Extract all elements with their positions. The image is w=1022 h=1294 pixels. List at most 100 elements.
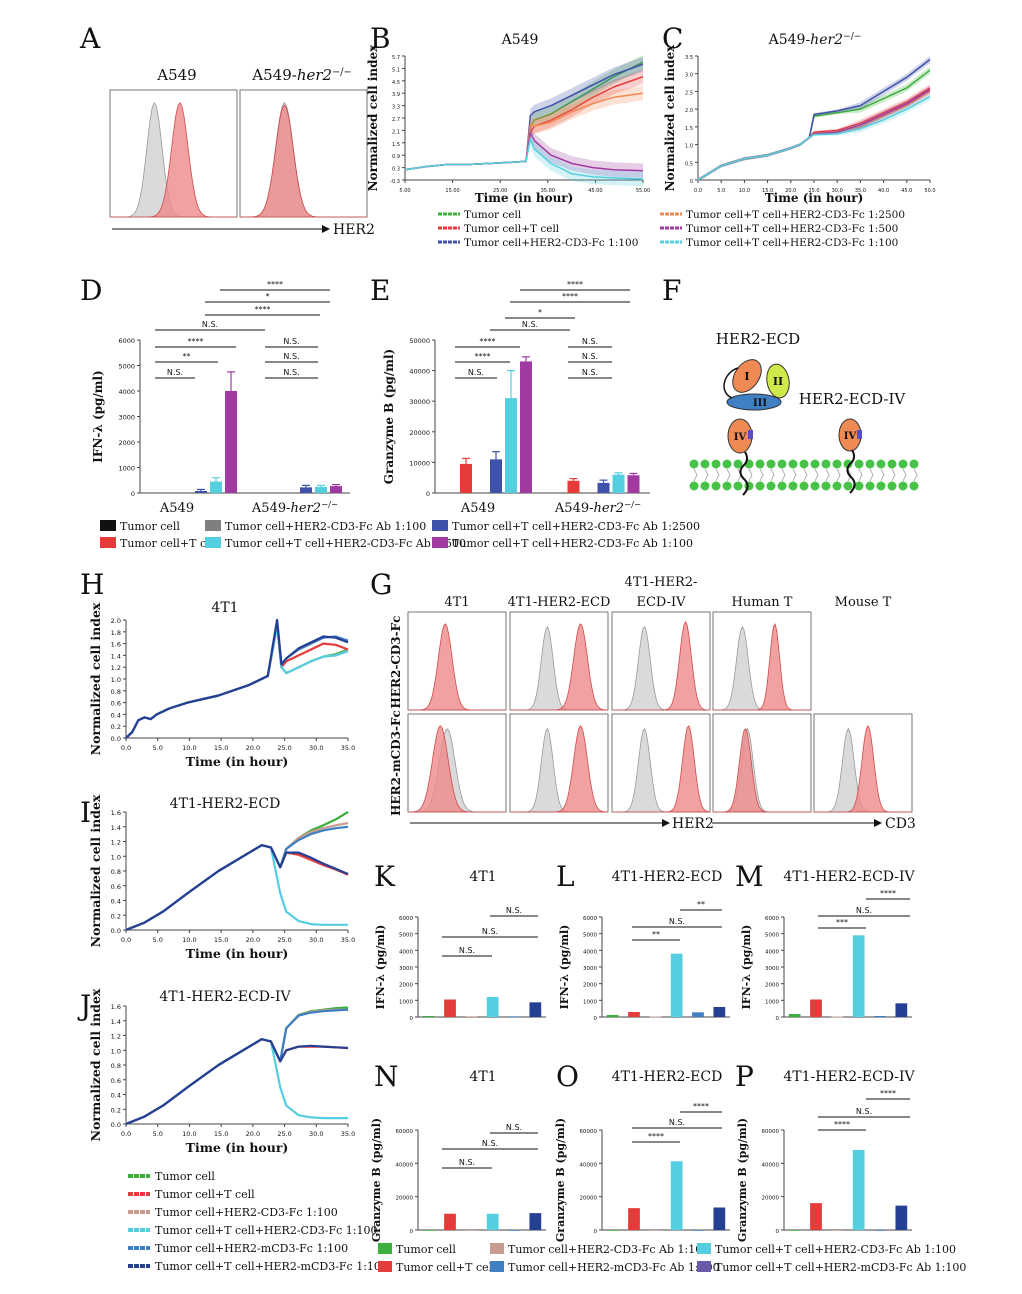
linker-loop bbox=[723, 367, 739, 399]
x-axis-label: Time (in hour) bbox=[186, 946, 289, 961]
domain-II bbox=[766, 363, 790, 399]
y-tick-label: 5000 bbox=[765, 933, 779, 939]
y-tick-label: 1000 bbox=[399, 999, 413, 1005]
y-tick-label: 6000 bbox=[583, 916, 597, 922]
legend-label: Tumor cell+T cell bbox=[396, 1261, 496, 1274]
lipid-head bbox=[788, 459, 798, 469]
panel-letter: E bbox=[370, 274, 390, 307]
x-tick-label: 5.0 bbox=[153, 744, 163, 752]
domain-label: I bbox=[744, 370, 749, 383]
legend-label: Tumor cell bbox=[396, 1243, 456, 1256]
lipid-tail bbox=[792, 468, 797, 482]
legend-label: Tumor cell+HER2-CD3-Fc Ab 1:100 bbox=[225, 520, 426, 533]
bar bbox=[490, 459, 502, 493]
x-tick-label: 0.0 bbox=[121, 1130, 131, 1138]
histogram-stain bbox=[510, 725, 609, 813]
y-tick-label: 0.6 bbox=[111, 883, 121, 891]
chart-title: A549 bbox=[501, 32, 539, 48]
y-tick-label: 6000 bbox=[399, 916, 413, 922]
bar bbox=[713, 1007, 726, 1017]
bar bbox=[529, 1213, 542, 1230]
bar bbox=[597, 482, 610, 493]
legend-label: Tumor cell+T cell+HER2-CD3-Fc 1:500 bbox=[686, 223, 898, 235]
y-tick-label: 1.6 bbox=[111, 641, 121, 649]
y-tick-label: 4000 bbox=[118, 388, 135, 396]
y-tick-label: 1.4 bbox=[111, 824, 121, 832]
lipid-tail bbox=[913, 468, 918, 482]
significance-label: * bbox=[538, 308, 542, 317]
lipid-head bbox=[887, 481, 897, 491]
panel-letter: P bbox=[735, 1060, 754, 1093]
bar bbox=[529, 1002, 542, 1017]
y-tick-label: 1.0 bbox=[111, 676, 121, 684]
significance-label: **** bbox=[562, 292, 578, 301]
group-label: A549-her2−/− bbox=[251, 499, 338, 516]
significance-label: N.S. bbox=[283, 352, 299, 361]
y-tick-label: 0 bbox=[776, 1229, 780, 1235]
x-tick-label: 30.0 bbox=[832, 188, 843, 194]
bar bbox=[810, 1203, 822, 1230]
axes-H: 0.0 0.2 0.4 0.6 0.8 1.0 1.2 1.4 1.6 1.8 2.0 0.0 5.0 1… bbox=[88, 602, 355, 769]
diagram-label: HER2-ECD-IV bbox=[799, 390, 907, 408]
series-line bbox=[125, 844, 349, 932]
lipid-head bbox=[810, 481, 820, 491]
legend-label: Tumor cell+T cell+HER2-CD3-Fc 1:100 bbox=[155, 1224, 377, 1237]
histogram-stain bbox=[110, 101, 237, 218]
lipid-head bbox=[689, 459, 699, 469]
lipid-tail bbox=[759, 468, 764, 482]
bar bbox=[422, 1016, 435, 1017]
bar bbox=[612, 474, 625, 493]
y-tick-label: 0.4 bbox=[111, 1092, 121, 1100]
axes-P: 0 20000 40000 60000 Granzyme B (pg/ml) bbox=[736, 1118, 912, 1242]
significance-label: N.S. bbox=[283, 337, 299, 346]
y-tick-label: 40000 bbox=[409, 368, 430, 376]
y-tick-label: 0.6 bbox=[111, 1077, 121, 1085]
chart-title: 4T1 bbox=[469, 869, 496, 885]
lipid-tail bbox=[814, 468, 819, 482]
x-tick-label: 0.0 bbox=[121, 936, 131, 944]
x-tick-label: 0.0 bbox=[694, 188, 702, 194]
y-tick-label: 0.0 bbox=[111, 927, 121, 935]
significance-label: N.S. bbox=[582, 337, 598, 346]
chart-title: 4T1-HER2-ECD bbox=[170, 796, 281, 812]
y-tick-label: 3000 bbox=[765, 966, 779, 972]
bar bbox=[520, 361, 532, 493]
group-label: A549 bbox=[460, 501, 495, 516]
x-tick-label: 25.0 bbox=[277, 936, 291, 944]
bar bbox=[852, 935, 865, 1017]
y-axis-label: Granzyme B (pg/ml) bbox=[554, 1118, 567, 1242]
legend-label: Tumor cell+T cell bbox=[120, 537, 220, 550]
y-tick-label: 0 bbox=[690, 179, 693, 185]
bar bbox=[315, 486, 327, 493]
significance-label: **** bbox=[255, 305, 271, 314]
lipid-head bbox=[909, 459, 919, 469]
bar bbox=[225, 391, 237, 493]
y-tick-label: 2.0 bbox=[111, 617, 121, 625]
series-band bbox=[405, 131, 643, 187]
y-tick-label: 0.8 bbox=[111, 688, 121, 696]
lipid-head bbox=[821, 459, 831, 469]
y-tick-label: 1.0 bbox=[111, 853, 121, 861]
significance-label: **** bbox=[188, 337, 204, 346]
y-tick-label: 40000 bbox=[580, 1162, 598, 1168]
bar bbox=[300, 487, 312, 493]
lipid-head bbox=[722, 459, 732, 469]
lipid-head bbox=[832, 459, 842, 469]
lipid-head bbox=[755, 481, 765, 491]
legend-label: Tumor cell+T cell+HER2-CD3-Fc Ab 1:500 bbox=[225, 537, 466, 550]
legend-label: Tumor cell+T cell+HER2-CD3-Fc Ab 1:100 bbox=[452, 537, 693, 550]
y-tick-label: -0.3 bbox=[390, 179, 400, 185]
legend-label: Tumor cell+HER2-CD3-Fc 1:100 bbox=[155, 1206, 338, 1219]
y-axis-label: IFN-λ (pg/ml) bbox=[374, 925, 387, 1010]
y-tick-label: 3000 bbox=[583, 966, 597, 972]
bar bbox=[210, 481, 222, 493]
significance-label: N.S. bbox=[582, 352, 598, 361]
histogram-stain bbox=[713, 728, 811, 813]
significance-label: **** bbox=[267, 280, 283, 289]
significance-label: N.S. bbox=[506, 906, 522, 915]
x-tick-label: 15.0 bbox=[214, 744, 228, 752]
column-label: Mouse T bbox=[835, 595, 892, 610]
arrow-head bbox=[874, 819, 882, 827]
y-tick-label: 0.2 bbox=[111, 723, 121, 731]
